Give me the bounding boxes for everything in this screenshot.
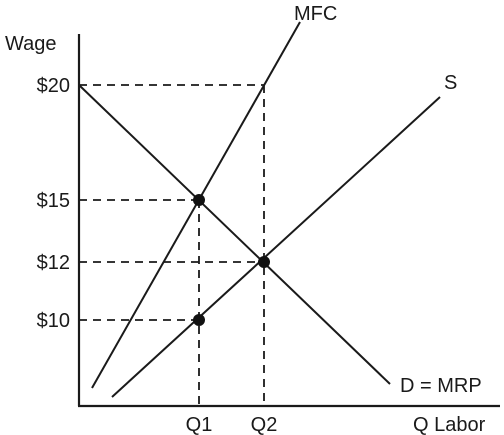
point-q1-wage-10 (193, 314, 205, 326)
y-axis-label: Wage (5, 33, 57, 55)
supply-label: S (444, 72, 457, 94)
demand-mrp-curve (78, 84, 391, 385)
point-q2-wage-12 (258, 256, 270, 268)
x-tick-q2: Q2 (251, 414, 278, 435)
point-q1-wage-15 (193, 194, 205, 206)
demand-label: D = MRP (400, 375, 482, 397)
supply-curve (111, 96, 441, 398)
mfc-label: MFC (294, 3, 337, 25)
y-tick-12: $12 (37, 252, 70, 274)
x-axis-label: Q Labor (413, 414, 486, 435)
y-tick-10: $10 (37, 310, 70, 332)
x-tick-q1: Q1 (186, 414, 213, 435)
y-tick-20: $20 (37, 75, 70, 97)
y-tick-15: $15 (37, 190, 70, 212)
